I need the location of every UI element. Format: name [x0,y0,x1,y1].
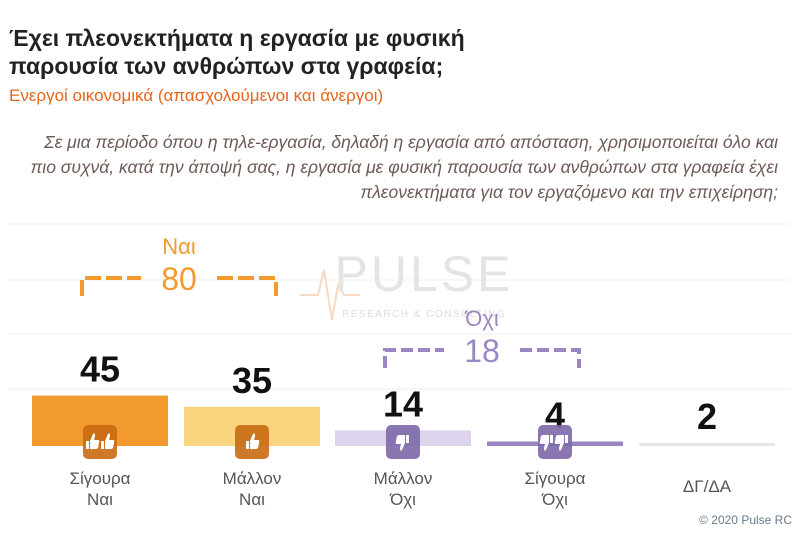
group-label: Όχι [464,306,499,331]
group-bracket-right [520,348,581,368]
group-total: 80 [161,261,197,297]
group-bracket-left [80,276,141,296]
thumb-glyph [101,433,115,449]
group-label: Ναι [162,234,196,259]
copyright-credit: © 2020 Pulse RC [699,513,792,527]
thumb-glyph [554,435,568,451]
data-label: 14 [383,383,423,424]
category-label: ΔΓ/ΔΑ [683,477,732,496]
group-bracket-left [383,348,444,368]
watermark-tagline: RESEARCH & CONSULTING [342,309,506,320]
category-label: Μάλλον Ναι [223,469,282,509]
data-label: 35 [232,360,272,401]
category-label: Μάλλον Όχι [374,469,433,509]
watermark-logo-icon [300,269,360,321]
group-total: 18 [464,333,500,369]
thumb-glyph [246,433,260,449]
watermark-name: PULSE [335,246,514,302]
chart-title: Έχει πλεονεκτήματα η εργασία με φυσική π… [9,25,465,79]
survey-question: Σε μια περίοδο όπου η τηλε-εργασία, δηλα… [30,132,778,202]
bar [639,443,775,446]
thumb-glyph [395,435,409,451]
chart-subtitle: Ενεργοί οικονομικά (απασχολούμενοι και ά… [9,86,384,105]
double-thumbs-up-icon [83,425,117,459]
thumb-glyph [86,433,100,449]
category-label: Σίγουρα Ναι [69,469,130,509]
thumb-glyph [539,435,553,451]
data-label: 45 [80,349,120,390]
category-label: Σίγουρα Όχι [524,469,585,509]
group-bracket-right [217,276,278,296]
data-label: 2 [697,396,717,437]
